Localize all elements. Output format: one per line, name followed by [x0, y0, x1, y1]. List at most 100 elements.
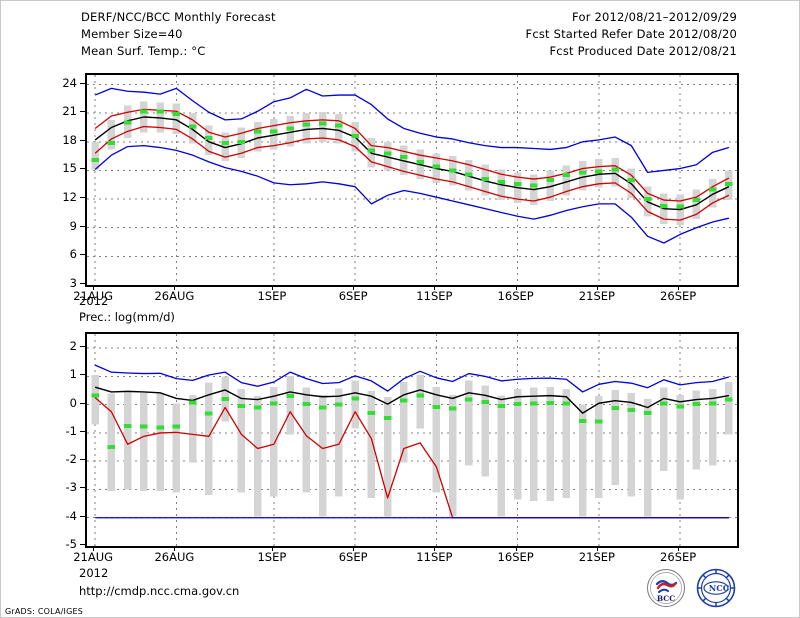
- ensemble-median-mark: [188, 124, 197, 129]
- ensemble-spread-box: [318, 394, 327, 517]
- ensemble-spread-box: [708, 179, 717, 208]
- ensemble-spread-box: [205, 382, 213, 496]
- ensemble-median-mark: [188, 400, 197, 405]
- y-axis-tick: [80, 283, 85, 284]
- y-axis-tick: [80, 544, 85, 545]
- temperature-xaxis-year: 2012: [79, 294, 109, 308]
- ensemble-median-mark: [367, 411, 376, 416]
- ensemble-median-mark: [253, 405, 262, 410]
- header-forecast-period: For 2012/08/21–2012/09/29: [572, 10, 737, 24]
- y-axis-tick: [80, 459, 85, 461]
- ensemble-median-mark: [497, 404, 506, 409]
- ensemble-spread-box: [432, 387, 441, 493]
- ensemble-median-mark: [643, 197, 652, 202]
- ensemble-spread-box: [611, 389, 619, 486]
- ensemble-median-mark: [448, 168, 457, 173]
- ensemble-median-mark: [91, 393, 99, 398]
- ensemble-median-mark: [237, 404, 246, 409]
- x-axis-tick: [678, 546, 680, 551]
- precipitation-title: Prec.: log(mm/d): [79, 310, 175, 324]
- x-axis-tick: [174, 285, 176, 290]
- y-axis-tick: [80, 82, 85, 84]
- x-axis-tick-label: 6SEP: [338, 550, 368, 564]
- y-axis-tick: [80, 139, 85, 141]
- header-started-date: Fcst Started Refer Date 2012/08/20: [525, 27, 737, 41]
- ensemble-median-mark: [286, 394, 294, 399]
- ensemble-median-mark: [513, 402, 522, 407]
- ensemble-spread-box: [253, 121, 262, 152]
- ensemble-spread-box: [546, 170, 554, 201]
- ensemble-median-mark: [123, 120, 132, 125]
- series-line-maximum: [94, 87, 730, 174]
- precipitation-chart-canvas: [87, 334, 737, 546]
- ensemble-spread-box: [351, 380, 359, 429]
- ensemble-median-mark: [725, 181, 733, 186]
- ensemble-median-mark: [627, 407, 636, 412]
- x-axis-tick-label: 26SEP: [660, 550, 697, 564]
- grads-credit: GrADS: COLA/IGES: [5, 607, 84, 616]
- ensemble-median-mark: [383, 416, 392, 421]
- y-axis-tick-label: 2: [69, 339, 77, 354]
- bcc-logo-icon: BCC: [646, 568, 686, 608]
- ensemble-spread-box: [302, 113, 311, 144]
- ensemble-spread-box: [400, 382, 408, 463]
- ensemble-spread-box: [91, 374, 99, 425]
- ensemble-median-mark: [205, 136, 213, 140]
- x-axis-tick: [93, 546, 95, 551]
- ensemble-spread-box: [123, 391, 132, 490]
- x-axis-tick-label: 1SEP: [257, 550, 287, 564]
- ensemble-spread-box: [497, 395, 506, 517]
- ensemble-median-mark: [676, 404, 684, 409]
- ensemble-spread-box: [643, 399, 652, 517]
- header-produced-date: Fcst Produced Date 2012/08/21: [549, 44, 737, 58]
- ensemble-median-mark: [708, 401, 717, 406]
- ensemble-median-mark: [546, 400, 554, 405]
- ensemble-median-mark: [237, 139, 246, 144]
- x-axis-tick: [434, 546, 436, 551]
- x-axis-tick-label: 16SEP: [497, 550, 534, 564]
- ensemble-spread-box: [237, 389, 246, 493]
- ensemble-median-mark: [530, 401, 538, 406]
- x-axis-tick-label: 26SEP: [660, 289, 697, 303]
- ensemble-spread-box: [513, 389, 522, 500]
- y-axis-tick: [80, 111, 85, 113]
- x-axis-tick: [271, 285, 273, 290]
- y-axis-tick-label: 0: [69, 395, 77, 410]
- ensemble-median-mark: [351, 134, 359, 139]
- ensemble-median-mark: [140, 109, 148, 114]
- y-axis-tick: [80, 374, 85, 376]
- ensemble-median-mark: [692, 198, 701, 203]
- ensemble-spread-box: [578, 404, 587, 517]
- ensemble-median-mark: [497, 179, 506, 184]
- y-axis-tick: [80, 168, 85, 170]
- x-axis-tick: [596, 285, 598, 290]
- ensemble-spread-box: [530, 387, 538, 501]
- ensemble-median-mark: [692, 402, 701, 407]
- ensemble-spread-box: [562, 165, 571, 196]
- x-axis-tick: [353, 546, 355, 551]
- ensemble-spread-box: [302, 387, 311, 493]
- ensemble-median-mark: [448, 406, 457, 411]
- ensemble-spread-box: [562, 389, 571, 498]
- ensemble-spread-box: [335, 388, 343, 497]
- y-axis-tick-label: 1: [69, 367, 77, 382]
- ensemble-spread-box: [205, 125, 213, 156]
- x-axis-tick-label: 21SEP: [578, 289, 615, 303]
- ensemble-median-mark: [335, 402, 343, 407]
- ensemble-spread-box: [725, 382, 733, 435]
- ensemble-median-mark: [611, 167, 619, 172]
- x-axis-tick: [678, 285, 680, 290]
- x-axis-tick-label: 21AUG: [73, 289, 114, 303]
- header-member-size: Member Size=40: [81, 27, 183, 41]
- ensemble-median-mark: [302, 402, 311, 407]
- source-url[interactable]: http://cmdp.ncc.cma.gov.cn: [79, 584, 240, 598]
- precipitation-xaxis-year: 2012: [79, 566, 109, 580]
- y-axis-tick-label: 21: [62, 104, 77, 119]
- y-axis-tick: [80, 197, 85, 199]
- y-axis-tick: [80, 402, 85, 404]
- y-axis-tick-label: 15: [62, 161, 77, 176]
- series-line-maximum: [94, 364, 730, 393]
- ensemble-median-mark: [221, 140, 229, 145]
- ensemble-spread-box: [448, 394, 457, 517]
- ensemble-spread-box: [367, 391, 376, 498]
